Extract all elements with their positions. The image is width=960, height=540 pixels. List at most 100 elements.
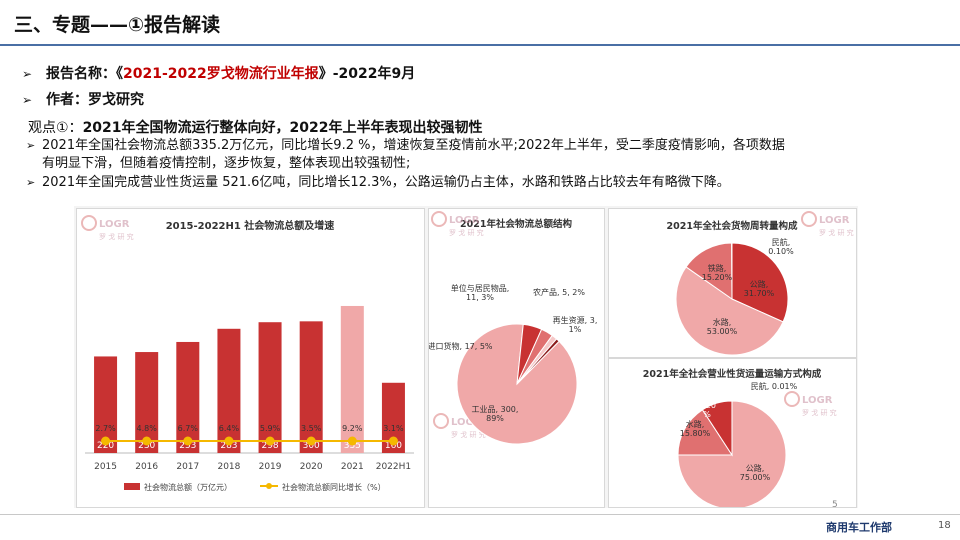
growth-point — [142, 436, 152, 446]
legend-label-line: 社会物流总额同比增长（%） — [282, 482, 386, 492]
growth-point — [347, 436, 357, 446]
bullet-arrow-icon: ➢ — [22, 67, 33, 81]
growth-point — [183, 436, 193, 446]
chart-panel-structure: 2021年社会物流总额结构 LOGR 罗 戈 研 究 LOGR 罗 戈 研 究工业品, … — [427, 208, 605, 508]
footer-divider — [0, 514, 960, 515]
growth-label: 3.5% — [301, 424, 322, 433]
viewpoint-title: 2021年全国物流运行整体向好，2022年上半年表现出较强韧性 — [82, 120, 483, 136]
watermark-logo-text: LOGR — [449, 215, 480, 226]
slice-label: 进口货物, 17, 5% — [429, 341, 493, 351]
growth-label: 6.4% — [219, 424, 240, 433]
legend-swatch-bar — [124, 483, 140, 490]
watermark-logo-text: LOGR — [99, 219, 130, 230]
watermark-logo-icon — [433, 413, 449, 429]
report-name-label: 报告名称： — [46, 66, 116, 82]
bar — [299, 321, 323, 453]
bar-line-chart: 2015-2022H1 社会物流总额及增速 LOGR 罗 戈 研 究 220 2015 2… — [81, 215, 414, 492]
slice-label: 水路, 15.80% — [680, 419, 711, 438]
bullet-arrow-icon: ➢ — [22, 93, 33, 107]
pie-slice — [731, 242, 789, 323]
x-tick-label: 2022H1 — [376, 462, 411, 472]
bar-value-label: 283 — [220, 441, 237, 451]
bar — [217, 328, 241, 453]
viewpoint-point-text: 2021年全国完成营业性货运量 521.6亿吨，同比增长12.3%，公路运输仍占… — [42, 175, 730, 190]
report-name-line: ➢ 报告名称：《2021-2022罗戈物流行业年报》-2022年9月 — [22, 63, 415, 83]
bar — [135, 352, 159, 453]
x-tick-label: 2021 — [341, 462, 364, 472]
viewpoint-label: 观点①： — [28, 120, 83, 136]
slice-label: 民航, 0.10% — [768, 237, 794, 256]
chart-title: 2021年全社会货物周转量构成 — [667, 220, 798, 232]
footer-department: 商用车工作部 — [826, 521, 892, 534]
bar-value-label: 230 — [138, 441, 155, 451]
pie-slice — [675, 266, 784, 356]
watermark-logo-text: LOGR — [802, 395, 833, 406]
author-line: ➢ 作者：罗戈研究 — [22, 89, 144, 109]
slice-label: 公路, 31.70% — [744, 279, 775, 298]
watermark-sub-text: 罗 戈 研 究 — [819, 228, 854, 237]
chart-title: 2021年全社会营业性货运量运输方式构成 — [643, 368, 822, 380]
viewpoint-point-continued: 有明显下滑，但随着疫情控制，逐步恢复，整体表现出较强韧性; — [42, 156, 411, 171]
title-divider — [0, 44, 960, 46]
viewpoint-heading: 观点①：2021年全国物流运行整体向好，2022年上半年表现出较强韧性 — [28, 117, 483, 137]
x-tick-label: 2017 — [176, 462, 199, 472]
bullet-arrow-icon: ➢ — [26, 176, 36, 189]
growth-label: 9.2% — [342, 424, 363, 433]
watermark-sub-text: 罗 戈 研 究 — [449, 228, 484, 237]
watermark-logo-icon — [801, 211, 817, 227]
slice-label: 工业品, 300, 89% — [472, 404, 519, 423]
x-tick-label: 2015 — [94, 462, 117, 472]
slice-label: 铁路, 15.20% — [702, 263, 733, 282]
x-tick-label: 2016 — [135, 462, 158, 472]
watermark-logo-icon — [81, 215, 97, 231]
bar — [258, 322, 282, 453]
bullet-arrow-icon: ➢ — [26, 139, 36, 152]
growth-point — [306, 436, 316, 446]
watermark-logo-icon — [431, 211, 447, 227]
pie-slice — [677, 409, 733, 456]
x-tick-label: 2018 — [217, 462, 240, 472]
page-title: 三、专题——①报告解读 — [14, 14, 221, 36]
page-number: 18 — [938, 520, 951, 531]
report-name-prefix: 《 — [116, 66, 123, 82]
bar-value-label: 335 — [344, 441, 361, 451]
bar-value-label: 253 — [179, 441, 196, 451]
slice-label: 铁路, 9.20% — [698, 391, 717, 419]
pie-slice — [516, 338, 560, 385]
growth-point — [224, 436, 234, 446]
bar-value-label: 220 — [97, 441, 114, 451]
legend-swatch-point — [266, 483, 272, 489]
bar — [340, 305, 364, 453]
chart-panel-turnover: 2021年全社会货物周转量构成 LOGR 罗 戈 研 究公路, 31.70% 水路, 53… — [608, 208, 857, 358]
watermark-sub-text: 罗 戈 研 究 — [451, 430, 486, 439]
bar-value-label: 300 — [303, 441, 320, 451]
report-name-value: 2021-2022罗戈物流行业年报 — [123, 66, 319, 82]
growth-point — [101, 436, 111, 446]
growth-label: 2.7% — [95, 424, 116, 433]
bar-value-label: 160 — [385, 441, 402, 451]
viewpoint-point: ➢ 2021年全国完成营业性货运量 521.6亿吨，同比增长12.3%，公路运输仍… — [26, 174, 946, 192]
pie-chart-freight: 2021年全社会营业性货运量运输方式构成 LOGR 罗 戈 研 究公路, 75.00%… — [643, 368, 837, 510]
pie-chart-turnover: 2021年全社会货物周转量构成 LOGR 罗 戈 研 究公路, 31.70% 水路, 53… — [667, 211, 854, 356]
chart-panel-freight: 2021年全社会营业性货运量运输方式构成 LOGR 罗 戈 研 究公路, 75.00%… — [608, 358, 857, 510]
watermark-logo-text: LOGR — [819, 215, 850, 226]
slice-label: 再生资源, 3, 1% — [553, 315, 598, 334]
slice-label: 单位与居民物品, 11, 3% — [451, 283, 510, 302]
bar-value-label: 298 — [261, 441, 278, 451]
growth-label: 3.1% — [383, 424, 404, 433]
chart-panel-logistics-total: 2015-2022H1 社会物流总额及增速 LOGR 罗 戈 研 究 220 2015 2… — [76, 208, 425, 508]
viewpoint-point-text: 2021年全国社会物流总额335.2万亿元，同比增长9.2 %，增速恢复至疫情前… — [42, 138, 785, 153]
watermark-logo-text: LOGR — [451, 417, 482, 428]
viewpoint-point: ➢ 2021年全国社会物流总额335.2万亿元，同比增长9.2 %，增速恢复至疫情… — [26, 137, 946, 155]
report-name-suffix: 》-2022年9月 — [318, 66, 416, 82]
growth-point — [388, 436, 398, 446]
growth-label: 5.9% — [260, 424, 281, 433]
bar — [381, 382, 405, 453]
chart-title: 2021年社会物流总额结构 — [460, 218, 572, 230]
chart-title: 2015-2022H1 社会物流总额及增速 — [166, 219, 335, 232]
x-tick-label: 2019 — [259, 462, 282, 472]
growth-label: 4.8% — [137, 424, 158, 433]
pie-slice — [685, 242, 733, 300]
small-mark: 5 — [832, 500, 838, 510]
bar — [94, 356, 118, 453]
